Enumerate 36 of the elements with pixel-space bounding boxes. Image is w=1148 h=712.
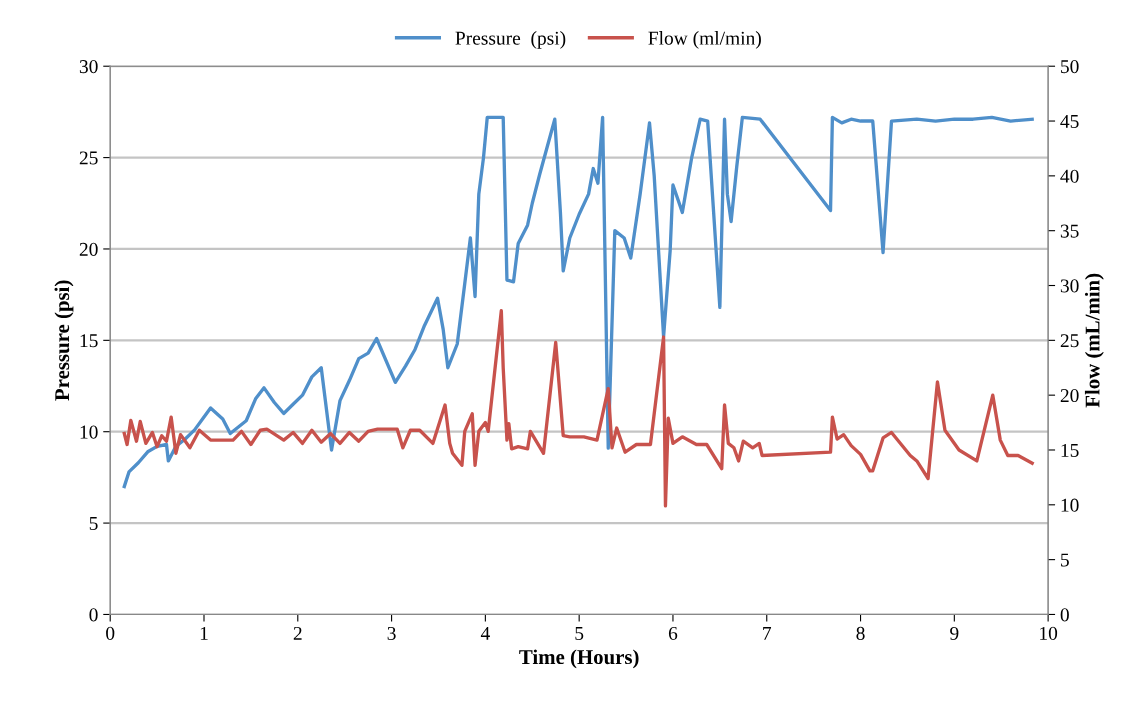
legend-label: Flow (ml/min) xyxy=(648,31,761,49)
x-tick-label: 4 xyxy=(480,626,490,640)
y2-tick-label: 30 xyxy=(1060,279,1079,293)
x-tick-label: 6 xyxy=(668,626,678,640)
y-tick-label: 5 xyxy=(89,517,98,531)
x-tick-label: 3 xyxy=(387,626,396,640)
x-tick-label: 2 xyxy=(293,626,302,640)
y-tick-label: 25 xyxy=(79,151,98,165)
x-tick-label: 0 xyxy=(106,626,115,640)
y-tick-label: 20 xyxy=(79,242,98,256)
y2-tick-label: 0 xyxy=(1060,608,1069,622)
y-tick-label: 10 xyxy=(80,425,98,439)
y2-tick-label: 35 xyxy=(1060,224,1079,238)
y2-axis-title: Flow (mL/min) xyxy=(1084,273,1104,408)
y-tick-label: 0 xyxy=(89,608,98,622)
line-series xyxy=(122,115,1034,489)
y2-tick-label: 40 xyxy=(1060,169,1079,183)
legend-label: Pressure (psi) xyxy=(455,31,566,49)
y2-tick-label: 50 xyxy=(1061,60,1079,74)
x-tick-label: 1 xyxy=(200,626,208,640)
x-tick-label: 9 xyxy=(950,626,959,640)
x-tick-label: 7 xyxy=(763,627,772,640)
y-tick-label: 15 xyxy=(80,334,98,348)
y-axis-title: Pressure (psi) xyxy=(54,280,74,401)
x-tick-label: 5 xyxy=(575,627,584,640)
line-series xyxy=(122,309,1034,508)
x-tick-label: 8 xyxy=(856,626,865,640)
y2-tick-label: 25 xyxy=(1060,334,1079,348)
y-tick-label: 30 xyxy=(79,60,98,74)
y2-tick-label: 20 xyxy=(1060,388,1079,403)
x-axis-title: Time (Hours) xyxy=(519,649,639,669)
y2-tick-label: 15 xyxy=(1061,443,1079,457)
y2-tick-label: 5 xyxy=(1061,553,1069,567)
y2-tick-label: 10 xyxy=(1061,498,1079,512)
x-tick-label: 10 xyxy=(1040,626,1058,640)
y2-tick-label: 45 xyxy=(1060,114,1079,128)
